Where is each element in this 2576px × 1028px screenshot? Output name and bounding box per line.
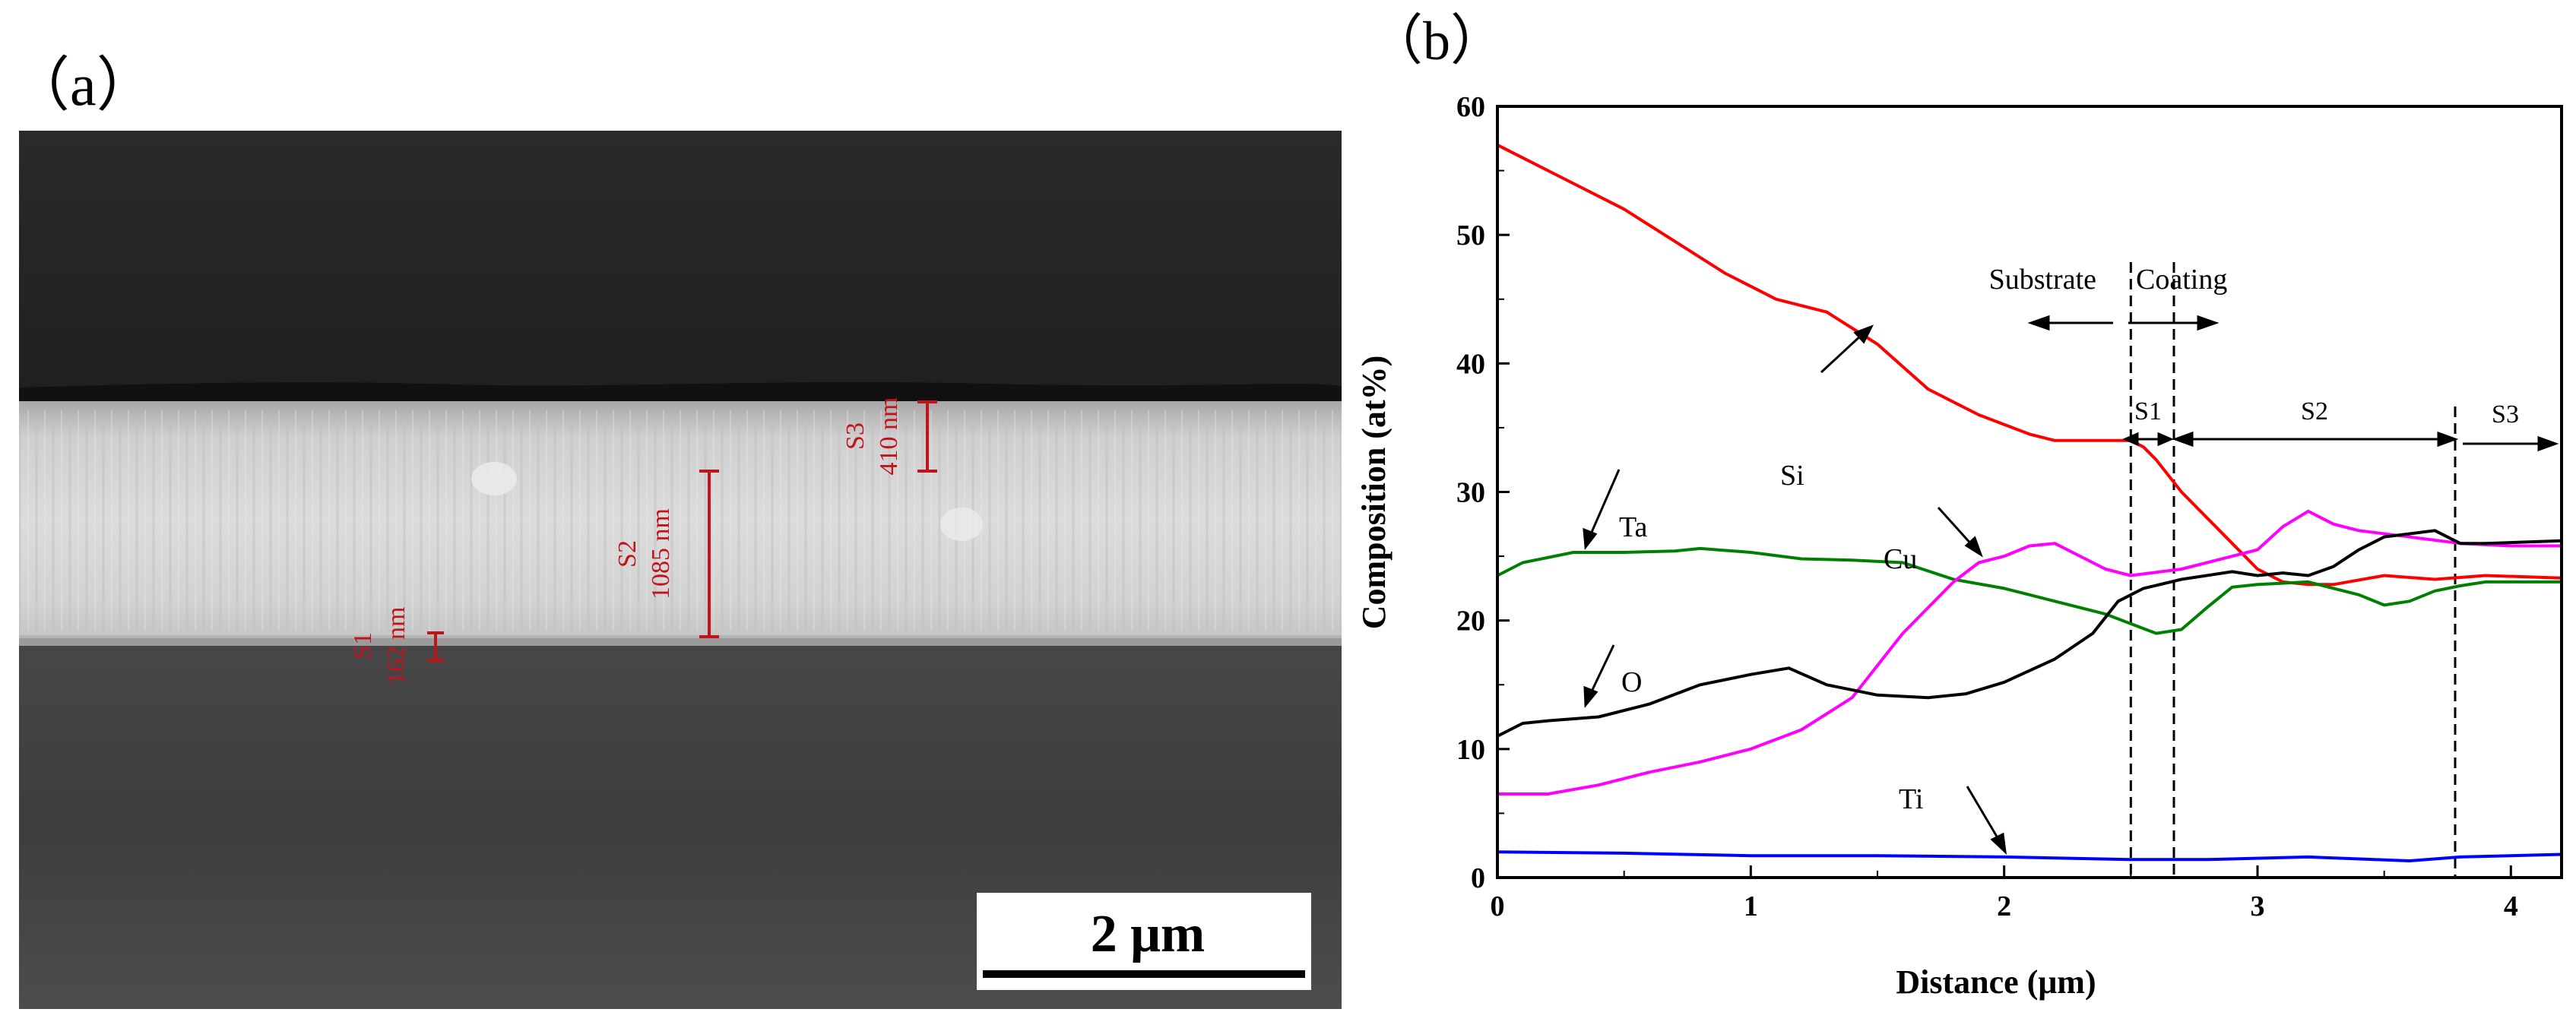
series-label-ta: Ta (1619, 511, 1648, 543)
micrograph-column-texture (19, 410, 1342, 631)
region-arrow-s3 (2463, 435, 2559, 452)
panel-b-label: （b） (1368, 11, 1505, 71)
scale-bar (983, 970, 1305, 978)
annotation-s1 (427, 631, 444, 662)
region-arrow-s1 (2122, 432, 2174, 447)
annotation-s2-name: S2 (613, 540, 642, 568)
annotation-s1-name: S1 (349, 632, 377, 660)
region-arrow-s2 (2172, 431, 2459, 448)
x-tick-label: 0 (1491, 890, 1505, 922)
series-line-si (1497, 144, 2562, 587)
region-label-s3: S3 (2492, 400, 2519, 429)
series-arrow-ti (1966, 786, 2007, 855)
series-line-cu (1497, 509, 2562, 796)
y-tick-label: 0 (1471, 862, 1485, 894)
annotation-s3-name: S3 (841, 422, 870, 450)
series-line-o (1497, 529, 2562, 738)
series-arrow-ta (1583, 469, 1621, 550)
arrow-coating (2128, 315, 2220, 331)
series-label-si: Si (1780, 460, 1804, 492)
label-substrate: Substrate (1989, 264, 2096, 296)
chart-y-axis-label: Composition (at%) (1355, 356, 1393, 630)
series-arrow-cu (1937, 506, 1983, 558)
dark-interface-line (19, 381, 1342, 403)
annotation-s3 (917, 400, 937, 473)
micrograph-particle (471, 462, 517, 495)
annotation-s2 (699, 470, 719, 638)
series-label-o: O (1621, 666, 1642, 698)
annotation-s2-thickness: 1085 nm (647, 508, 675, 599)
chart-series-layer (1497, 144, 2562, 862)
series-line-ti (1497, 850, 2562, 862)
series-label-ti: Ti (1899, 783, 1923, 815)
x-tick-label: 1 (1744, 890, 1758, 922)
series-arrow-si (1820, 324, 1874, 374)
series-line-ta (1497, 546, 2562, 635)
scale-bar-label: 2 μm (1091, 905, 1206, 963)
chart-x-axis-label: Distance (μm) (1896, 963, 2096, 1001)
series-label-cu: Cu (1884, 543, 1917, 575)
y-tick-label: 40 (1456, 348, 1485, 380)
y-tick-label: 30 (1456, 477, 1485, 509)
x-tick-label: 2 (1997, 890, 2011, 922)
micrograph-substrate-edge (19, 635, 1342, 646)
panel-a-label: （a） (11, 52, 156, 118)
label-coating: Coating (2136, 264, 2227, 296)
region-label-s2: S2 (2301, 397, 2328, 425)
x-tick-label: 3 (2251, 890, 2265, 922)
annotation-s3-thickness: 410 nm (875, 397, 903, 476)
x-tick-label: 4 (2504, 890, 2518, 922)
y-tick-label: 50 (1456, 220, 1485, 251)
micrograph-top-region (19, 131, 1342, 397)
series-arrow-o (1583, 644, 1615, 708)
arrow-substrate (2027, 315, 2113, 331)
chart-plot-frame (1496, 105, 2563, 879)
panel-a-micrograph: （a） S1 162 nm S2 1085 nm S3 410 nm (11, 52, 1342, 1009)
y-tick-label: 10 (1456, 734, 1485, 766)
micrograph-particle (940, 508, 983, 541)
region-label-s1: S1 (2134, 397, 2162, 425)
y-tick-label: 60 (1456, 91, 1485, 123)
y-tick-label: 20 (1456, 606, 1485, 637)
annotation-s1-thickness: 162 nm (382, 607, 410, 685)
